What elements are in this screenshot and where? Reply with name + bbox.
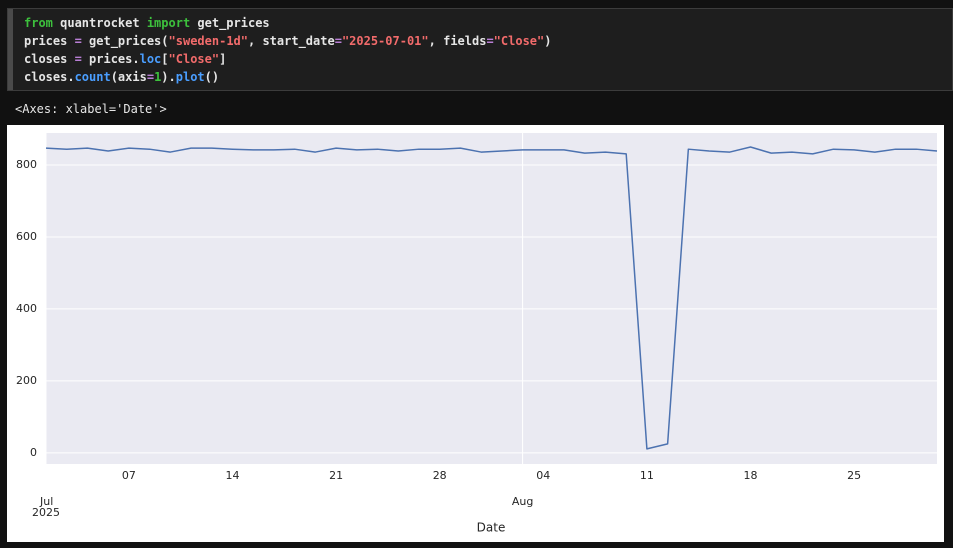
x-tick-label: Aug (512, 495, 533, 508)
code-line: prices = get_prices("sweden-1d", start_d… (24, 32, 551, 50)
x-tick-label: 07 (122, 469, 136, 482)
code-token: ). (161, 70, 176, 84)
x-tick-label: Jul (39, 495, 53, 508)
y-tick-label: 400 (16, 302, 37, 315)
code-token: 1 (154, 70, 162, 84)
code-token: () (204, 70, 220, 84)
output-text: <Axes: xlabel='Date'> (15, 102, 167, 116)
plot-area (46, 133, 937, 464)
x-tick-label: 04 (536, 469, 550, 482)
code-token: "2025-07-01" (341, 34, 429, 48)
code-token: from (24, 16, 53, 30)
x-tick-label: 28 (433, 469, 447, 482)
x-year-label: 2025 (32, 506, 60, 519)
code-token: "Close" (493, 34, 545, 48)
line (45, 146, 938, 450)
code-token: get_prices (190, 16, 270, 30)
code-token: , fields (428, 34, 487, 48)
code-token: (axis (110, 70, 147, 84)
x-tick-label: 18 (744, 469, 758, 482)
code-token: import (146, 16, 191, 30)
code-token: closes. (24, 70, 75, 84)
cell-marker (8, 9, 13, 90)
code-token: loc (139, 52, 162, 66)
code-token: , start_date (248, 34, 335, 48)
y-tick-label: 0 (30, 446, 37, 459)
y-tick-label: 800 (16, 158, 37, 171)
code-token: ) (544, 34, 552, 48)
x-tick-label: 21 (329, 469, 343, 482)
code-token: = (334, 34, 342, 48)
code-token: = (74, 52, 82, 66)
code-token: quantrocket (52, 16, 147, 30)
code-line: closes = prices.loc["Close"] (24, 50, 551, 68)
code: from quantrocket import get_prices prices… (24, 14, 551, 86)
code-token: prices (24, 34, 75, 48)
x-axis-label: Date (477, 521, 506, 535)
code-token: get_prices( (81, 34, 169, 48)
code-token: = (486, 34, 494, 48)
code-line: closes.count(axis=1).plot() (24, 68, 551, 86)
code-token: count (74, 70, 111, 84)
y-tick-label: 600 (16, 230, 37, 243)
code-token: prices. (81, 52, 140, 66)
x-tick-label: 11 (640, 469, 654, 482)
code-token: = (74, 34, 82, 48)
code-token: ] (219, 52, 227, 66)
code-token: closes (24, 52, 75, 66)
x-tick-label: 25 (847, 469, 861, 482)
code-token: = (146, 70, 155, 84)
code-line: from quantrocket import get_prices (24, 14, 551, 32)
chart: Date 0 200 400 600 800 Jul Aug 2025 07 14 21 28 04 11… (7, 125, 944, 542)
x-tick-label: 14 (225, 469, 239, 482)
code-cell[interactable]: from quantrocket import get_prices prices… (7, 8, 953, 91)
code-token: plot (175, 70, 205, 84)
y-tick-label: 200 (16, 374, 37, 387)
code-token: "Close" (168, 52, 220, 66)
code-token: [ (161, 52, 169, 66)
code-token: "sweden-1d" (168, 34, 248, 48)
